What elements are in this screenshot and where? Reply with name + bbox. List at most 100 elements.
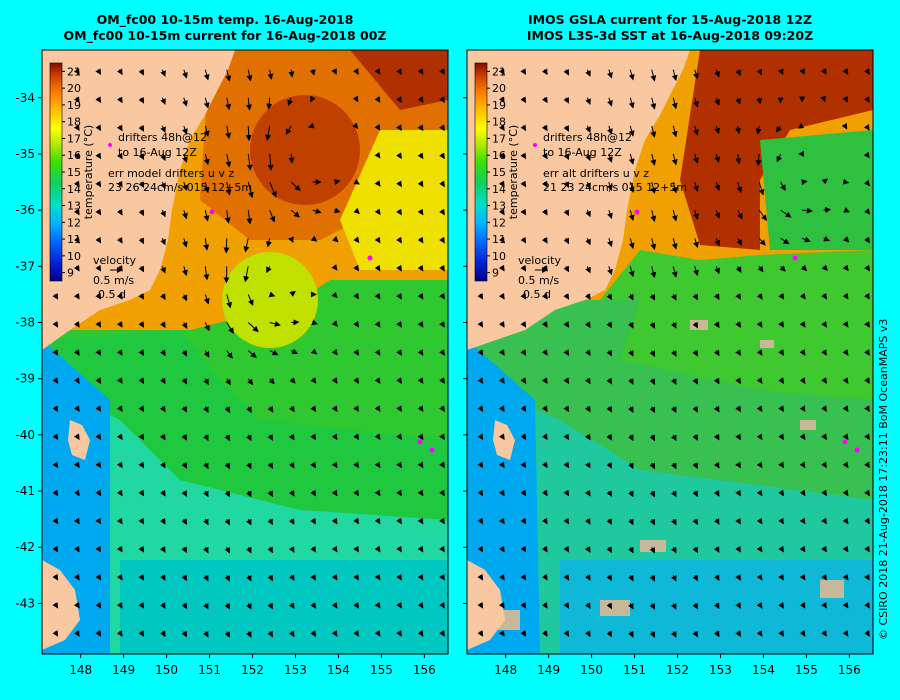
current-arrow <box>563 545 570 553</box>
current-arrow <box>417 517 424 525</box>
current-arrow <box>52 292 59 300</box>
current-arrow <box>52 573 59 581</box>
current-arrow <box>353 545 359 553</box>
colorbar-tick-label: 11 <box>67 233 81 246</box>
current-arrow <box>116 68 123 76</box>
current-arrow <box>758 181 765 196</box>
current-arrow <box>780 237 790 245</box>
current-arrow <box>735 574 741 581</box>
current-arrow <box>417 573 424 581</box>
current-arrow <box>374 630 381 637</box>
current-arrow <box>73 630 80 637</box>
missing-patch <box>760 340 774 348</box>
current-arrow <box>417 264 424 272</box>
current-arrow <box>607 181 613 191</box>
current-arrow <box>650 266 657 279</box>
current-arrow <box>353 178 360 185</box>
current-arrow <box>692 349 698 357</box>
current-arrow <box>756 97 763 105</box>
map-area-right <box>467 50 873 654</box>
current-arrow <box>799 68 805 75</box>
current-arrow <box>353 461 359 469</box>
current-arrow <box>584 574 591 581</box>
current-arrow <box>584 349 591 357</box>
current-arrow <box>477 630 484 637</box>
lon-tick-label: 154 <box>752 663 775 677</box>
current-arrow <box>288 602 295 610</box>
current-arrow <box>73 517 80 525</box>
current-arrow <box>439 517 445 525</box>
colorbar <box>49 62 63 282</box>
current-arrow <box>287 97 294 107</box>
current-arrow <box>756 461 763 469</box>
current-arrow <box>756 630 763 637</box>
velocity-label: velocity <box>93 254 136 267</box>
current-arrow <box>758 237 766 246</box>
current-arrow <box>159 461 166 469</box>
current-arrow <box>396 152 402 160</box>
current-arrow <box>310 602 316 609</box>
current-arrow <box>563 377 570 385</box>
current-arrow <box>374 321 381 328</box>
current-arrow <box>778 517 784 525</box>
current-arrow <box>396 124 402 132</box>
current-arrow <box>95 461 102 469</box>
current-arrow <box>266 97 273 110</box>
current-arrow <box>714 125 720 135</box>
current-arrow <box>396 264 402 272</box>
current-arrow <box>541 630 548 637</box>
current-arrow <box>628 125 635 137</box>
current-arrow <box>607 238 613 248</box>
current-arrow <box>842 405 849 413</box>
current-arrow <box>563 265 570 273</box>
current-arrow <box>396 377 402 384</box>
current-arrow <box>541 433 548 441</box>
current-arrow <box>353 349 359 356</box>
current-arrow <box>713 630 720 638</box>
current-arrow <box>563 237 570 245</box>
current-arrow <box>159 377 166 385</box>
current-arrow <box>498 349 505 356</box>
current-arrow <box>203 631 209 638</box>
current-arrow <box>116 293 123 300</box>
current-arrow <box>417 236 424 244</box>
current-arrow <box>246 546 252 554</box>
current-arrow <box>693 125 699 136</box>
current-arrow <box>498 517 505 525</box>
current-arrow <box>374 573 381 581</box>
current-arrow <box>52 545 59 553</box>
current-arrow <box>606 490 613 497</box>
current-arrow <box>374 68 381 75</box>
current-arrow <box>778 349 784 356</box>
current-arrow <box>563 349 570 356</box>
current-arrow <box>247 350 257 359</box>
current-arrow <box>73 152 80 160</box>
current-arrow <box>223 238 230 254</box>
current-arrow <box>225 181 232 196</box>
current-arrow <box>628 97 635 109</box>
current-arrow <box>821 545 827 553</box>
current-arrow <box>693 69 699 80</box>
current-arrow <box>628 69 635 81</box>
current-arrow <box>650 238 657 251</box>
current-arrow <box>353 517 359 525</box>
current-arrow <box>95 264 102 272</box>
current-arrow <box>95 630 102 637</box>
colorbar-tick-label: 13 <box>67 200 81 213</box>
current-arrow <box>735 461 741 469</box>
current-arrow <box>842 264 849 272</box>
longitude-axis: 148 149 150 151 152 153 154 155 156 <box>69 654 436 677</box>
current-arrow <box>671 294 677 301</box>
current-arrow <box>225 69 232 82</box>
current-arrow <box>778 377 784 384</box>
current-arrow <box>203 574 209 582</box>
current-arrow <box>290 348 299 354</box>
current-arrow <box>288 518 295 525</box>
current-arrow <box>520 180 527 188</box>
current-arrow <box>799 377 806 384</box>
current-arrow <box>73 349 80 356</box>
current-arrow <box>439 461 445 469</box>
current-arrow <box>477 377 484 384</box>
colorbar-tick-label: 14 <box>492 183 506 196</box>
current-arrow <box>541 573 548 581</box>
